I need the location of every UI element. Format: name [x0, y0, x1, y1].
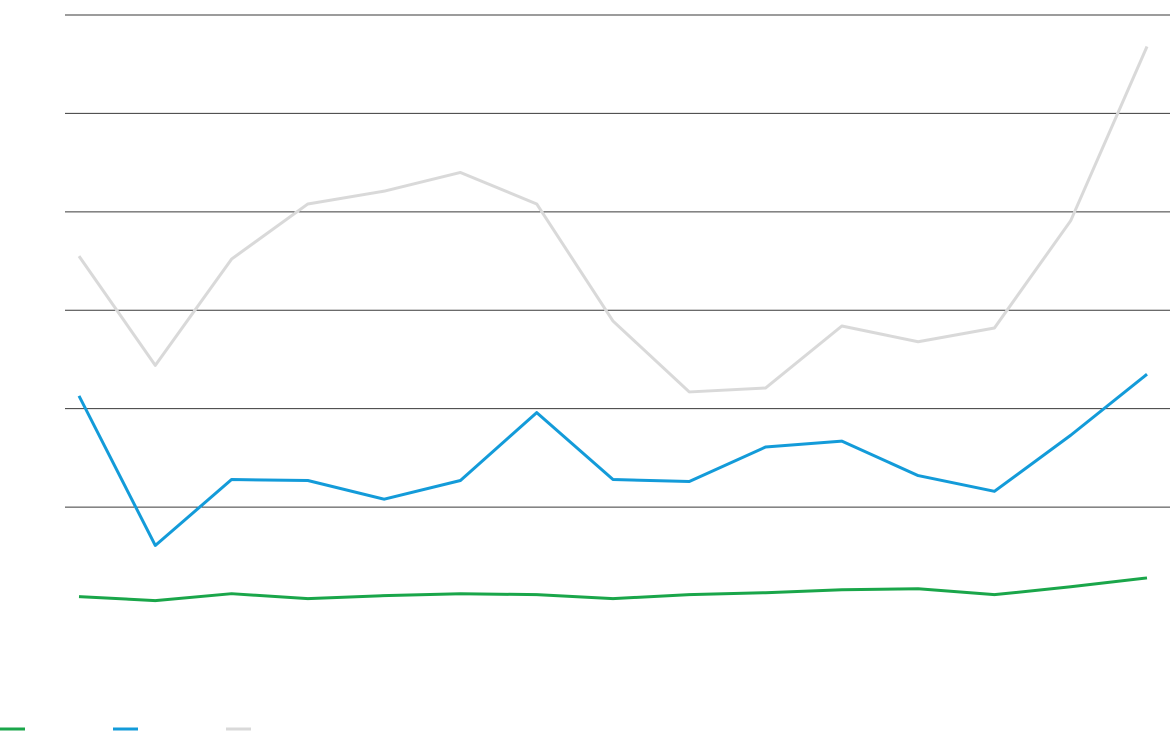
series-line: [78, 576, 1148, 603]
series-line: [77, 373, 1148, 547]
series-line: [77, 45, 1149, 394]
